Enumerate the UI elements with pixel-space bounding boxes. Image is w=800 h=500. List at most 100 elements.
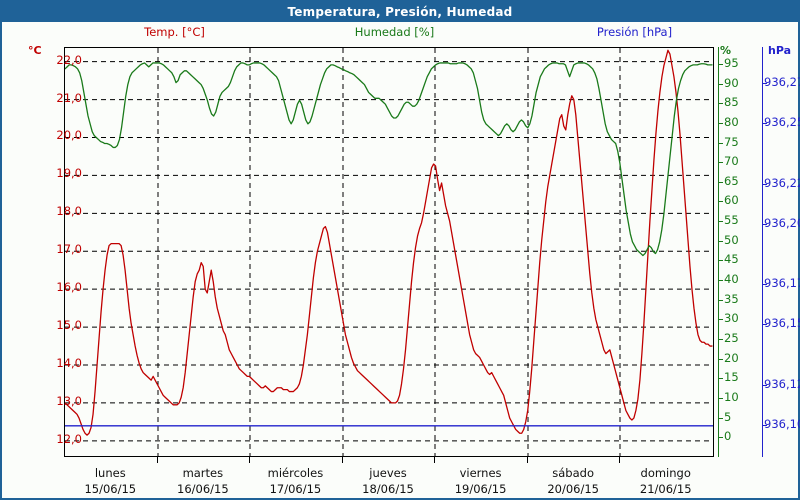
- x-axis-tick-mark: [527, 457, 528, 463]
- humidity-tick-label: 70: [724, 154, 739, 169]
- x-axis-day-date: 20/06/15: [547, 482, 599, 496]
- humidity-tick-mark: [719, 240, 723, 242]
- humidity-tick-label: 35: [724, 291, 739, 306]
- axis-unit-celsius: °C: [28, 44, 42, 57]
- humidity-tick-label: 85: [724, 95, 739, 110]
- axis-unit-hpa: hPa: [768, 44, 792, 57]
- humidity-tick-mark: [719, 103, 723, 105]
- x-axis-day-name: domingo: [640, 466, 691, 480]
- pressure-axis-line: [762, 47, 763, 457]
- chart-svg: [65, 48, 713, 456]
- plot-area: [64, 47, 714, 457]
- humidity-tick-mark: [719, 280, 723, 282]
- temperature-tick-label: 20,0: [56, 128, 82, 143]
- humidity-tick-mark: [719, 358, 723, 360]
- humidity-tick-mark: [719, 319, 723, 321]
- humidity-tick-mark: [719, 63, 723, 65]
- temperature-tick-label: 19,0: [56, 166, 82, 181]
- temperature-tick-label: 13,0: [56, 393, 82, 408]
- legend-item-pressure: Presión [hPa]: [542, 24, 727, 40]
- humidity-tick-label: 55: [724, 213, 739, 228]
- pressure-tick-mark: [763, 183, 767, 185]
- humidity-tick-mark: [719, 299, 723, 301]
- x-axis-tick-mark: [157, 457, 158, 463]
- window-title-bar: Temperatura, Presión, Humedad: [2, 2, 798, 22]
- humidity-tick-label: 65: [724, 173, 739, 188]
- temperature-tick-label: 18,0: [56, 204, 82, 219]
- x-axis-day-label: viernes 19/06/15: [426, 466, 536, 496]
- legend-item-temperature: Temp. [°C]: [82, 24, 267, 40]
- legend-label-pressure: Presión [hPa]: [596, 25, 673, 39]
- legend-label-humidity: Humedad [%]: [354, 25, 435, 39]
- temperature-tick-label: 22,0: [56, 52, 82, 67]
- humidity-tick-mark: [719, 417, 723, 419]
- pressure-tick-label: 936,27: [764, 75, 800, 90]
- temperature-tick-label: 21,0: [56, 90, 82, 105]
- temperature-tick-label: 15,0: [56, 318, 82, 333]
- pressure-tick-label: 936,25: [764, 115, 800, 130]
- x-axis-day-label: martes 16/06/15: [148, 466, 258, 496]
- pressure-tick-label: 936,22: [764, 175, 800, 190]
- humidity-tick-label: 20: [724, 350, 739, 365]
- x-axis-day-label: domingo 21/06/15: [611, 466, 721, 496]
- x-axis-day-label: sábado 20/06/15: [518, 466, 628, 496]
- humidity-tick-label: 25: [724, 331, 739, 346]
- legend-item-humidity: Humedad [%]: [302, 24, 487, 40]
- x-axis-day-label: lunes 15/06/15: [55, 466, 165, 496]
- x-axis-day-name: martes: [182, 466, 224, 480]
- temperature-tick-label: 14,0: [56, 355, 82, 370]
- x-axis-day-name: viernes: [459, 466, 502, 480]
- humidity-tick-label: 95: [724, 55, 739, 70]
- humidity-tick-label: 40: [724, 272, 739, 287]
- humidity-tick-label: 80: [724, 114, 739, 129]
- humidity-tick-mark: [719, 339, 723, 341]
- x-axis-tick-mark: [342, 457, 343, 463]
- x-axis-day-name: jueves: [369, 466, 407, 480]
- humidity-tick-mark: [719, 398, 723, 399]
- temperature-tick-label: 16,0: [56, 280, 82, 295]
- pressure-tick-label: 936,17: [764, 276, 800, 291]
- humidity-tick-label: 10: [724, 390, 739, 404]
- axis-unit-percent: %: [720, 44, 732, 57]
- x-axis-day-name: sábado: [552, 466, 594, 480]
- temperature-tick-label: 12,0: [56, 431, 82, 446]
- x-axis-tick-mark: [434, 457, 435, 463]
- humidity-tick-mark: [719, 221, 723, 223]
- x-axis-day-date: 16/06/15: [177, 482, 229, 496]
- x-axis-day-name: miércoles: [267, 466, 324, 480]
- x-axis-tick-mark: [619, 457, 620, 463]
- x-axis-day-date: 17/06/15: [269, 482, 322, 496]
- humidity-tick-label: 60: [724, 193, 739, 208]
- humidity-tick-label: 5: [724, 409, 732, 424]
- humidity-tick-label: 0: [724, 429, 732, 444]
- x-axis-day-date: 15/06/15: [84, 482, 137, 496]
- humidity-axis-line: [718, 47, 719, 457]
- x-axis-day-date: 19/06/15: [454, 482, 507, 496]
- x-axis-tick-mark: [249, 457, 250, 463]
- pressure-tick-label: 936,20: [764, 215, 800, 230]
- humidity-tick-mark: [719, 201, 723, 203]
- pressure-tick-mark: [763, 384, 767, 386]
- humidity-tick-mark: [719, 162, 723, 164]
- legend-label-temperature: Temp. [°C]: [144, 25, 205, 39]
- humidity-tick-label: 15: [724, 370, 739, 385]
- x-axis-day-label: jueves 18/06/15: [333, 466, 443, 496]
- humidity-tick-label: 50: [724, 232, 739, 247]
- pressure-tick-mark: [763, 123, 767, 125]
- humidity-tick-label: 90: [724, 75, 739, 90]
- gridlines: [65, 48, 713, 456]
- humidity-tick-mark: [719, 142, 723, 144]
- x-axis-day-name: lunes: [94, 466, 126, 480]
- humidity-tick-mark: [719, 122, 723, 124]
- pressure-tick-mark: [763, 284, 767, 286]
- temperature-tick-label: 17,0: [56, 242, 82, 257]
- humidity-tick-mark: [719, 437, 723, 439]
- humidity-tick-label: 45: [724, 252, 739, 267]
- humidity-tick-label: 75: [724, 134, 739, 149]
- humidity-tick-mark: [719, 260, 723, 262]
- pressure-tick-label: 936,12: [764, 376, 800, 391]
- x-axis-day-label: miércoles 17/06/15: [240, 466, 350, 496]
- pressure-tick-mark: [763, 424, 767, 426]
- pressure-tick-label: 936,10: [764, 416, 800, 431]
